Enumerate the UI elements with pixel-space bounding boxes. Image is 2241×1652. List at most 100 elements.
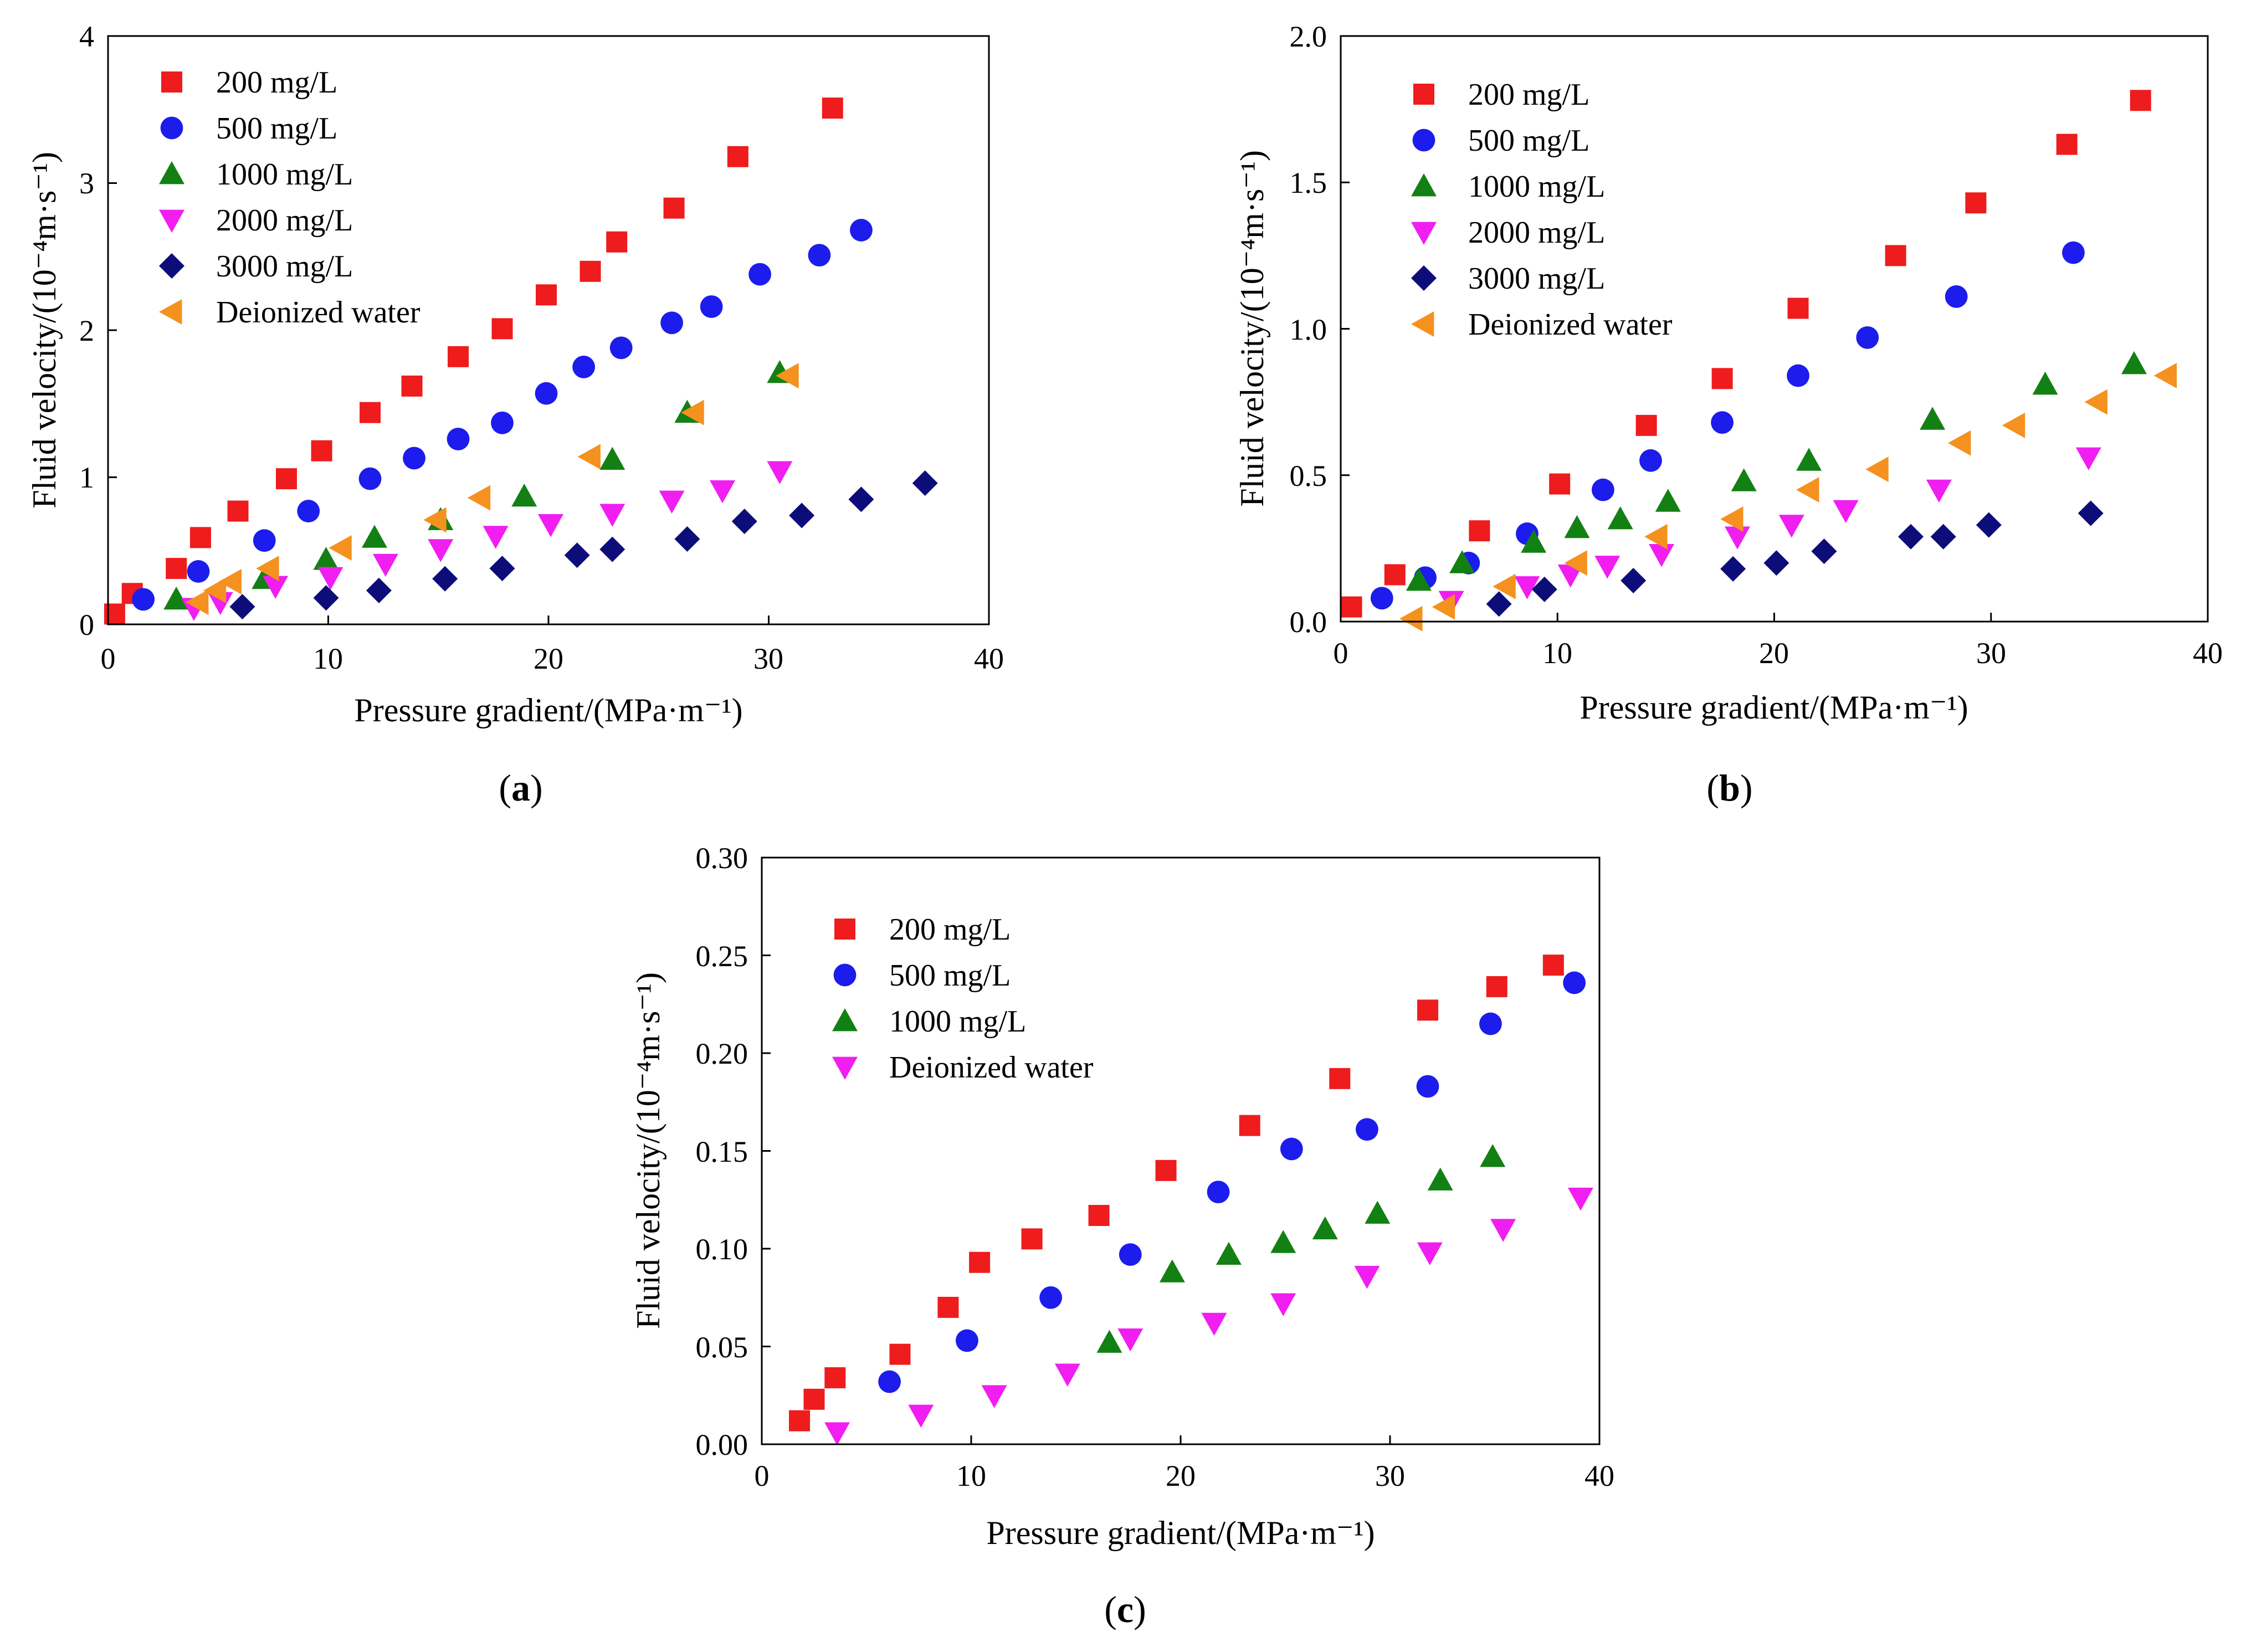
- chart-a-point-deionized-water-9: [776, 363, 799, 389]
- chart-a-xtick-1: 10: [313, 642, 343, 675]
- chart-b-legend-label-200-mg-l: 200 mg/L: [1468, 78, 1589, 112]
- chart-a-point-deionized-water-2: [218, 569, 242, 595]
- chart-a-point-500-mg-l-9: [572, 355, 595, 378]
- chart-c-point-500-mg-l-5: [1280, 1137, 1303, 1161]
- chart-b-point-200-mg-l-2: [1469, 520, 1490, 542]
- chart-b-point-3000-mg-l-7: [1930, 524, 1956, 550]
- chart-b-point-1000-mg-l-0: [1406, 568, 1432, 591]
- chart-b-ytick-1: 0.5: [1290, 459, 1327, 492]
- chart-a-point-1000-mg-l-2: [313, 547, 339, 570]
- chart-a-point-3000-mg-l-5: [564, 542, 590, 568]
- chart-b-point-3000-mg-l-0: [1486, 591, 1512, 617]
- chart-a-legend-marker-500-mg-l: [160, 116, 183, 140]
- chart-b-point-1000-mg-l-5: [1655, 489, 1681, 512]
- chart-b-xtick-4: 40: [2193, 637, 2223, 670]
- chart-c-legend-label-deionized-water: Deionized water: [889, 1050, 1094, 1085]
- chart-a-point-deionized-water-1: [203, 577, 227, 603]
- chart-b-panel-letter: b: [1719, 767, 1740, 809]
- chart-a-point-500-mg-l-3: [297, 500, 320, 522]
- chart-a-point-2000-mg-l-7: [537, 514, 563, 537]
- chart-a-point-500-mg-l-10: [609, 336, 633, 360]
- chart-a-marks: [104, 98, 938, 625]
- chart-c-point-1000-mg-l-2: [1216, 1241, 1242, 1265]
- chart-a-point-200-mg-l-6: [311, 440, 332, 461]
- chart-a-point-2000-mg-l-10: [710, 480, 736, 504]
- chart-b-legend-label-3000-mg-l: 3000 mg/L: [1468, 261, 1605, 296]
- chart-c-point-200-mg-l-8: [1155, 1160, 1177, 1181]
- chart-b-point-deionized-water-6: [1796, 477, 1819, 503]
- chart-a-point-200-mg-l-4: [227, 500, 249, 522]
- chart-b-point-deionized-water-8: [1947, 430, 1971, 456]
- chart-b-ylabel: Fluid velocity/(10⁻⁴m·s⁻¹): [1234, 150, 1270, 507]
- chart-a-point-500-mg-l-5: [403, 447, 425, 470]
- chart-c-point-500-mg-l-4: [1207, 1181, 1230, 1204]
- chart-c: 0 10 20 30 40 0.00 0.05 0.10 0.15 0.20 0…: [630, 842, 1614, 1630]
- chart-a-point-2000-mg-l-4: [372, 553, 398, 577]
- chart-b-ytick-2: 1.0: [1290, 313, 1327, 346]
- chart-b-point-500-mg-l-9: [1945, 285, 1968, 308]
- chart-a-point-deionized-water-7: [577, 444, 601, 470]
- chart-c-point-200-mg-l-11: [1417, 999, 1439, 1021]
- chart-b-point-3000-mg-l-3: [1720, 556, 1746, 582]
- chart-a-point-200-mg-l-3: [189, 527, 211, 548]
- chart-c-point-500-mg-l-7: [1416, 1075, 1439, 1098]
- chart-c-point-200-mg-l-4: [937, 1296, 959, 1318]
- chart-a-point-3000-mg-l-3: [432, 566, 458, 592]
- chart-b-legend-label-1000-mg-l: 1000 mg/L: [1468, 170, 1605, 204]
- chart-c-xtick-2: 20: [1166, 1459, 1196, 1492]
- chart-a-point-deionized-water-5: [423, 507, 447, 533]
- chart-b-xtick-1: 10: [1542, 637, 1572, 670]
- chart-b-point-500-mg-l-5: [1639, 449, 1662, 472]
- chart-a-point-500-mg-l-2: [253, 529, 276, 552]
- chart-b-point-200-mg-l-1: [1384, 564, 1406, 586]
- chart-a-point-200-mg-l-2: [166, 558, 187, 579]
- chart-a-legend-label-1000-mg-l: 1000 mg/L: [216, 157, 353, 192]
- chart-a-point-2000-mg-l-3: [317, 567, 343, 591]
- chart-b-ytick-4: 2.0: [1290, 20, 1327, 53]
- chart-b-ytick-3: 1.5: [1290, 166, 1327, 199]
- chart-a-ticks: [107, 35, 990, 625]
- chart-a-point-200-mg-l-8: [401, 375, 423, 397]
- chart-b-point-deionized-water-2: [1493, 573, 1516, 599]
- chart-b-point-deionized-water-4: [1644, 524, 1668, 550]
- chart-a-xtick-0: 0: [101, 642, 116, 675]
- chart-b-point-200-mg-l-8: [1965, 192, 1987, 214]
- chart-c-point-1000-mg-l-6: [1427, 1167, 1453, 1191]
- chart-c-point-1000-mg-l-0: [1096, 1330, 1122, 1353]
- chart-c-point-1000-mg-l-5: [1365, 1200, 1391, 1224]
- chart-a-xtick-2: 20: [534, 642, 563, 675]
- chart-b-point-deionized-water-3: [1564, 550, 1587, 576]
- chart-b-legend-label-deionized-water: Deionized water: [1468, 307, 1673, 342]
- chart-a-legend-marker-2000-mg-l: [159, 209, 184, 233]
- chart-c-ytick-4: 0.20: [696, 1037, 748, 1070]
- chart-c-point-200-mg-l-9: [1239, 1115, 1260, 1136]
- chart-c-xtick-3: 30: [1375, 1459, 1405, 1492]
- chart-b-ticks: [1340, 35, 2209, 623]
- chart-c-xtick-0: 0: [755, 1459, 770, 1492]
- chart-c-point-deionized-water-8: [1417, 1242, 1443, 1266]
- chart-c-point-200-mg-l-5: [969, 1251, 991, 1273]
- chart-b-point-3000-mg-l-9: [2078, 500, 2104, 526]
- chart-a-point-deionized-water-8: [681, 399, 704, 425]
- chart-c-plot-frame: [761, 856, 1601, 1445]
- chart-a-point-3000-mg-l-6: [599, 536, 625, 562]
- chart-c-point-500-mg-l-6: [1356, 1118, 1378, 1141]
- chart-a-point-500-mg-l-4: [358, 467, 382, 490]
- chart-c-point-deionized-water-2: [981, 1385, 1007, 1408]
- chart-c-point-200-mg-l-12: [1486, 976, 1507, 997]
- chart-b-legend-label-500-mg-l: 500 mg/L: [1468, 124, 1589, 158]
- chart-b-point-1000-mg-l-3: [1564, 515, 1590, 538]
- chart-b-point-deionized-water-10: [2084, 389, 2107, 415]
- chart-b-point-2000-mg-l-2: [1557, 565, 1583, 588]
- chart-a-point-200-mg-l-9: [448, 346, 469, 367]
- chart-a-point-deionized-water-0: [185, 589, 209, 615]
- chart-a-point-2000-mg-l-8: [599, 504, 625, 527]
- chart-b-legend-marker-2000-mg-l: [1411, 222, 1437, 245]
- chart-b-ytick-0: 0.0: [1290, 606, 1327, 639]
- chart-b-point-deionized-water-9: [2002, 412, 2025, 438]
- chart-c-point-200-mg-l-7: [1088, 1204, 1110, 1226]
- chart-c-point-1000-mg-l-7: [1480, 1144, 1506, 1167]
- chart-a-xlabel: Pressure gradient/(MPa·m⁻¹): [354, 692, 742, 728]
- chart-c-point-500-mg-l-0: [878, 1370, 901, 1393]
